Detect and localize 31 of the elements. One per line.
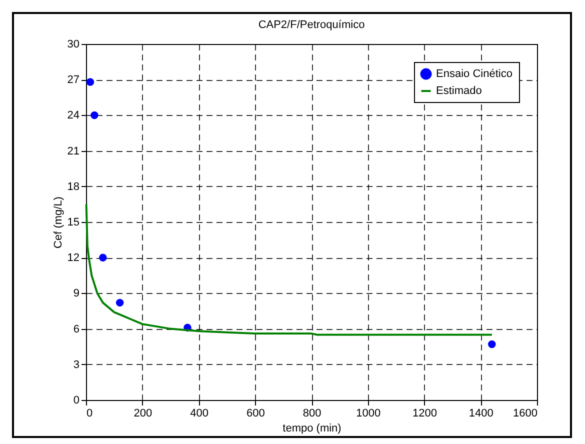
x-tick-label: 0	[86, 408, 93, 420]
y-tick-label: 12	[67, 252, 80, 264]
y-tick-label: 3	[73, 358, 80, 371]
x-tick-label: 1600	[513, 408, 538, 420]
y-tick-label: 27	[67, 74, 80, 86]
chart-title: CAP2/F/Petroquímico	[258, 19, 365, 31]
x-axis-title: tempo (min)	[282, 422, 342, 434]
y-tick-label: 30	[67, 38, 80, 50]
x-tick-label: 600	[246, 408, 265, 420]
x-tick-label: 200	[134, 408, 152, 420]
point	[116, 298, 124, 307]
legend-label: Ensaio Cinético	[436, 68, 512, 80]
line-series	[85, 203, 493, 336]
y-tick-label: 6	[73, 323, 80, 336]
y-axis-title: Cef (mg/L)	[52, 196, 64, 248]
x-tick-label: 1200	[412, 408, 437, 420]
x-tick-label: 400	[190, 408, 208, 420]
legend-label: Estimado	[436, 85, 482, 97]
point	[86, 78, 94, 86]
y-tick-label: 21	[67, 145, 80, 158]
point	[488, 340, 496, 348]
x-tick-label: 1400	[468, 408, 494, 420]
x-tick-label: 1000	[356, 408, 381, 420]
y-tick-label: 18	[67, 180, 80, 193]
y-tick-label: 24	[67, 110, 80, 122]
point	[90, 111, 98, 120]
y-tick-label: 9	[73, 288, 80, 300]
y-tick-label: 15	[67, 216, 80, 228]
y-tick-label: 0	[73, 394, 80, 406]
point	[99, 254, 107, 262]
x-tick-label: 800	[302, 408, 322, 420]
